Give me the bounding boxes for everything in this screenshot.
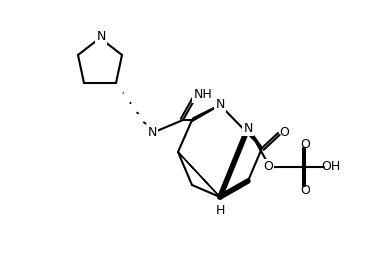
- Polygon shape: [178, 152, 222, 199]
- Text: O: O: [279, 126, 289, 138]
- Text: N: N: [243, 121, 253, 134]
- Text: N: N: [96, 30, 106, 44]
- Text: O: O: [300, 184, 310, 196]
- Text: N: N: [215, 98, 225, 112]
- Polygon shape: [191, 105, 220, 122]
- Text: H: H: [215, 205, 225, 218]
- Text: OH: OH: [321, 160, 341, 174]
- Text: N: N: [147, 126, 157, 140]
- Text: NH: NH: [194, 88, 212, 102]
- Text: O: O: [300, 138, 310, 150]
- Text: O: O: [263, 160, 273, 174]
